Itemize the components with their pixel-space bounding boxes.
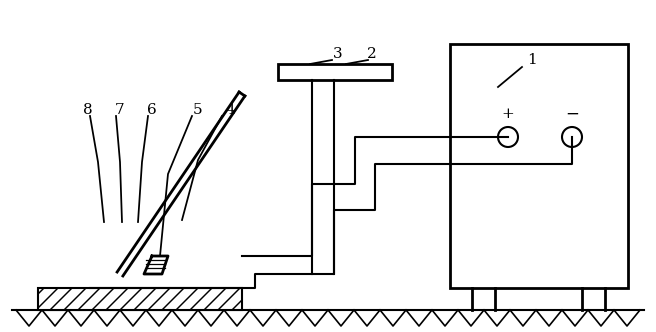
Text: 2: 2	[367, 47, 377, 61]
Text: 5: 5	[193, 103, 203, 117]
Text: 1: 1	[527, 53, 537, 67]
Text: +: +	[502, 107, 514, 121]
Text: 3: 3	[333, 47, 343, 61]
Text: 7: 7	[115, 103, 125, 117]
Text: −: −	[565, 106, 579, 123]
Text: 8: 8	[83, 103, 92, 117]
Bar	[278, 64, 392, 80]
Text: 4: 4	[225, 103, 235, 117]
Bar	[450, 44, 628, 288]
Bar	[38, 288, 242, 310]
Text: 6: 6	[147, 103, 157, 117]
